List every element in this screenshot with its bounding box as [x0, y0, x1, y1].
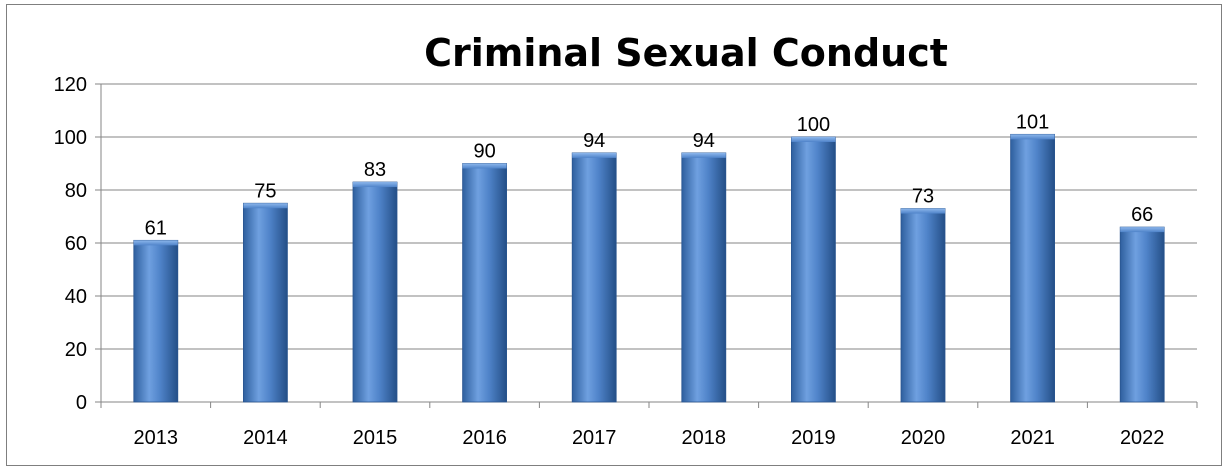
y-tick-labels: 0 20 40 60 80 100 120	[54, 74, 87, 414]
bar-cap-2022	[1120, 227, 1165, 233]
x-tick-label: 2021	[1010, 427, 1055, 449]
x-tick-label: 2022	[1120, 427, 1165, 449]
x-tick-label: 2013	[134, 427, 179, 449]
y-tick-label: 0	[76, 392, 87, 414]
data-label: 73	[912, 186, 934, 208]
bar-cap-2013	[133, 240, 178, 246]
bar-cap-2021	[1010, 134, 1055, 140]
x-tick-labels: 2013 2014 2015 2016 2017 2018 2019 2020 2021 2022	[134, 427, 1165, 449]
y-tick-label: 20	[65, 339, 87, 361]
data-label: 90	[473, 141, 495, 163]
data-label: 94	[693, 130, 715, 152]
bar-cap-2020	[901, 208, 945, 214]
data-label: 100	[797, 114, 830, 136]
bar-cap-2018	[681, 152, 726, 158]
y-tick-label: 100	[54, 127, 87, 149]
data-label: 61	[145, 217, 167, 239]
bar-cap-2016	[462, 163, 507, 169]
y-tick-label: 120	[54, 74, 87, 96]
data-label: 66	[1131, 204, 1153, 226]
x-tick-label: 2019	[791, 427, 836, 449]
bar-2018	[681, 152, 727, 403]
bar-2019	[791, 136, 836, 403]
bar-cap-2015	[353, 182, 397, 188]
bar-2013	[133, 239, 179, 403]
x-tick-label: 2017	[572, 427, 617, 449]
bar-2021	[1010, 133, 1055, 403]
y-tick-label: 40	[65, 286, 87, 308]
bar-2016	[462, 163, 508, 403]
y-tick-label: 80	[65, 180, 87, 202]
bar-2017	[571, 152, 617, 403]
x-tick-label: 2014	[243, 427, 288, 449]
chart-title: Criminal Sexual Conduct	[424, 31, 948, 75]
data-label: 94	[583, 130, 605, 152]
bar-cap-2014	[243, 203, 288, 209]
x-tick-label: 2018	[682, 427, 727, 449]
x-tick-label: 2016	[462, 427, 507, 449]
y-tick-label: 60	[65, 233, 87, 255]
x-tick-label: 2015	[353, 427, 398, 449]
bar-2022	[1119, 226, 1165, 403]
bar-cap-2017	[572, 152, 617, 158]
bars	[133, 133, 1165, 403]
data-labels: 61 75 83 90 94 94 100 73 101 66	[145, 111, 1154, 239]
bar-2020	[900, 208, 946, 403]
data-label: 101	[1016, 111, 1049, 133]
bar-2015	[352, 181, 398, 403]
bar-2014	[242, 202, 288, 403]
bar-cap-2019	[791, 137, 836, 142]
data-label: 83	[364, 159, 386, 181]
x-tick-label: 2020	[901, 427, 946, 449]
data-label: 75	[254, 180, 276, 202]
